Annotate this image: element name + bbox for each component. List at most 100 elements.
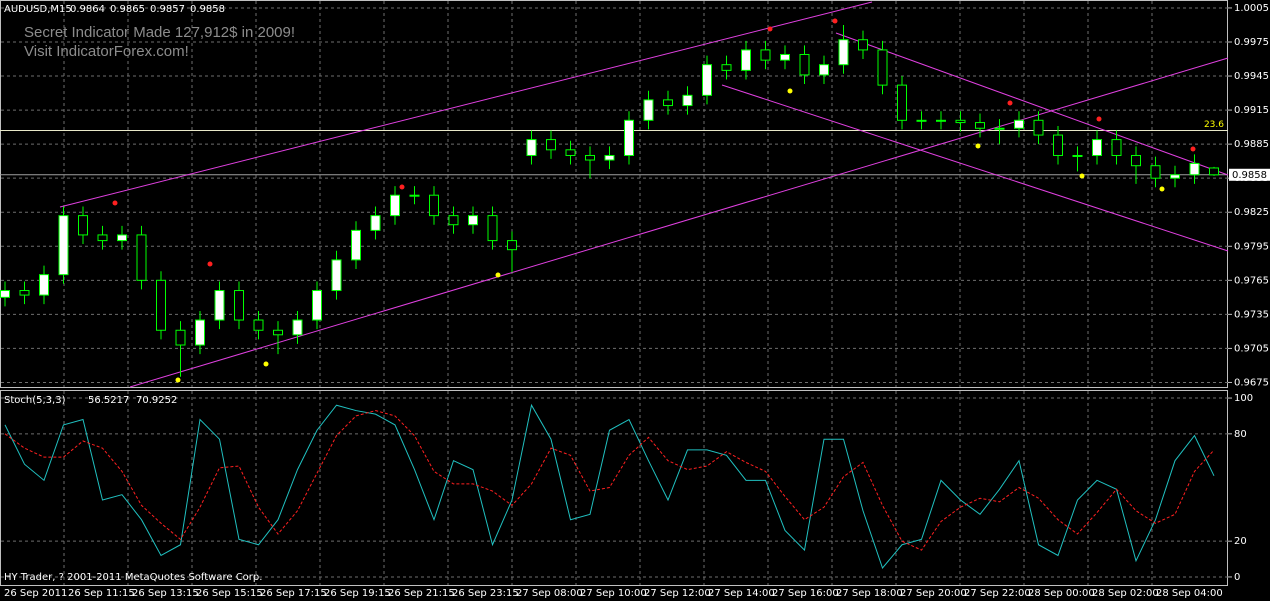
y-tick-label: 0.9705 xyxy=(1234,343,1269,354)
candle-body xyxy=(468,215,478,226)
trend-line xyxy=(129,57,1229,388)
y-tick-label: 0.9915 xyxy=(1234,105,1269,116)
x-tick-label: 28 Sep 04:00 xyxy=(1156,588,1223,599)
candle-body xyxy=(370,215,381,231)
y-tick-label: 0.9765 xyxy=(1234,275,1269,286)
candle-body xyxy=(916,119,927,122)
stoch-main-value: 56.5217 xyxy=(88,395,129,406)
candle-body xyxy=(195,319,205,346)
trend-line xyxy=(59,1,873,208)
y-tick-label: 0.9735 xyxy=(1234,309,1269,320)
x-tick-label: 28 Sep 02:00 xyxy=(1092,588,1159,599)
fractal-up xyxy=(1190,146,1196,152)
grid-layer xyxy=(0,1,1228,585)
x-tick-label: 27 Sep 12:00 xyxy=(644,588,711,599)
y-tick-label: 0.9675 xyxy=(1234,377,1269,388)
stoch-title: Stoch(5,3,3) xyxy=(4,395,66,406)
y-tick-label: 100 xyxy=(1234,393,1253,404)
fractal-down xyxy=(787,88,793,94)
trend-line xyxy=(721,84,1229,252)
y-tick-label: 20 xyxy=(1234,536,1247,547)
candle-body xyxy=(351,229,361,261)
channel-lines xyxy=(59,1,1229,388)
header-high: 0.9865 xyxy=(110,4,145,15)
candle-body xyxy=(546,139,556,151)
candle-body xyxy=(136,234,147,281)
x-tick-label: 27 Sep 22:00 xyxy=(964,588,1031,599)
candle-body xyxy=(1014,119,1024,129)
stoch-line xyxy=(4,403,1215,570)
candle-body xyxy=(702,64,712,96)
fractal-up xyxy=(767,26,773,32)
y-tick-label: 1.0005 xyxy=(1234,3,1269,14)
last-price-label: 0.9858 xyxy=(1232,170,1267,181)
fractal-up xyxy=(399,184,405,190)
x-tick-label: 27 Sep 10:00 xyxy=(580,588,647,599)
stoch-panel xyxy=(0,390,1228,586)
symbol-title: AUDUSD,M15 xyxy=(4,4,72,15)
y-tick-label: 0.9975 xyxy=(1234,37,1269,48)
x-tick-label: 27 Sep 16:00 xyxy=(772,588,839,599)
marks-layer xyxy=(0,24,1219,570)
candle-body xyxy=(1189,162,1200,176)
last-price-box xyxy=(1229,168,1270,181)
stoch-signal-value: 70.9252 xyxy=(136,395,177,406)
candle-body xyxy=(409,194,420,197)
candle-body xyxy=(507,240,517,251)
fractal-up xyxy=(1096,116,1102,122)
candle-body xyxy=(682,94,693,107)
candle-body xyxy=(975,122,985,129)
candle-body xyxy=(78,215,88,236)
candle-body xyxy=(0,290,10,298)
x-tick-label: 26 Sep 15:15 xyxy=(196,588,263,599)
candle-body xyxy=(1150,165,1161,179)
candle-body xyxy=(39,274,49,296)
x-tick-label: 27 Sep 18:00 xyxy=(836,588,903,599)
header-low: 0.9857 xyxy=(150,4,185,15)
candle-body xyxy=(1111,139,1122,156)
fractal-down xyxy=(1079,173,1085,179)
fractal-up xyxy=(112,200,118,206)
fractals xyxy=(112,18,1196,383)
fractal-down xyxy=(495,272,501,278)
y-tick-label: 0.9825 xyxy=(1234,207,1269,218)
x-tick-label: 27 Sep 14:00 xyxy=(708,588,775,599)
x-tick-label: 28 Sep 00:00 xyxy=(1028,588,1095,599)
candle-body xyxy=(1033,119,1044,136)
candle-body xyxy=(1131,154,1141,167)
candle-body xyxy=(1209,167,1219,176)
candle-body xyxy=(487,215,498,242)
candle-body xyxy=(390,194,400,217)
ad-text: Visit IndicatorForex.com! xyxy=(24,43,189,60)
trend-line xyxy=(835,32,1229,176)
x-tick-label: 27 Sep 08:00 xyxy=(516,588,583,599)
candle-body xyxy=(760,49,771,61)
candle-body xyxy=(448,215,459,226)
candle-body xyxy=(955,119,966,124)
y-tick-label: 0.9945 xyxy=(1234,71,1269,82)
candle-body xyxy=(1170,174,1180,179)
candle-body xyxy=(331,259,342,292)
candle-body xyxy=(819,64,829,76)
candle-body xyxy=(604,154,615,161)
candle-body xyxy=(858,39,868,51)
x-tick-label: 26 Sep 23:15 xyxy=(452,588,519,599)
fractal-down xyxy=(263,361,269,367)
candle-body xyxy=(936,119,946,122)
x-tick-label: 26 Sep 19:15 xyxy=(324,588,391,599)
x-tick-label: 26 Sep 2011 xyxy=(4,588,67,599)
candle-body xyxy=(312,290,322,321)
candle-body xyxy=(799,53,810,76)
candle-body xyxy=(58,215,69,276)
y-tick-label: 0.9885 xyxy=(1234,139,1269,150)
fractal-down xyxy=(175,377,181,383)
y-tick-label: 0.9795 xyxy=(1234,241,1269,252)
candle-body xyxy=(643,99,654,121)
candle-body xyxy=(624,119,634,156)
candle-body xyxy=(292,319,303,336)
candle-body xyxy=(429,194,439,217)
candle-body xyxy=(721,64,732,71)
